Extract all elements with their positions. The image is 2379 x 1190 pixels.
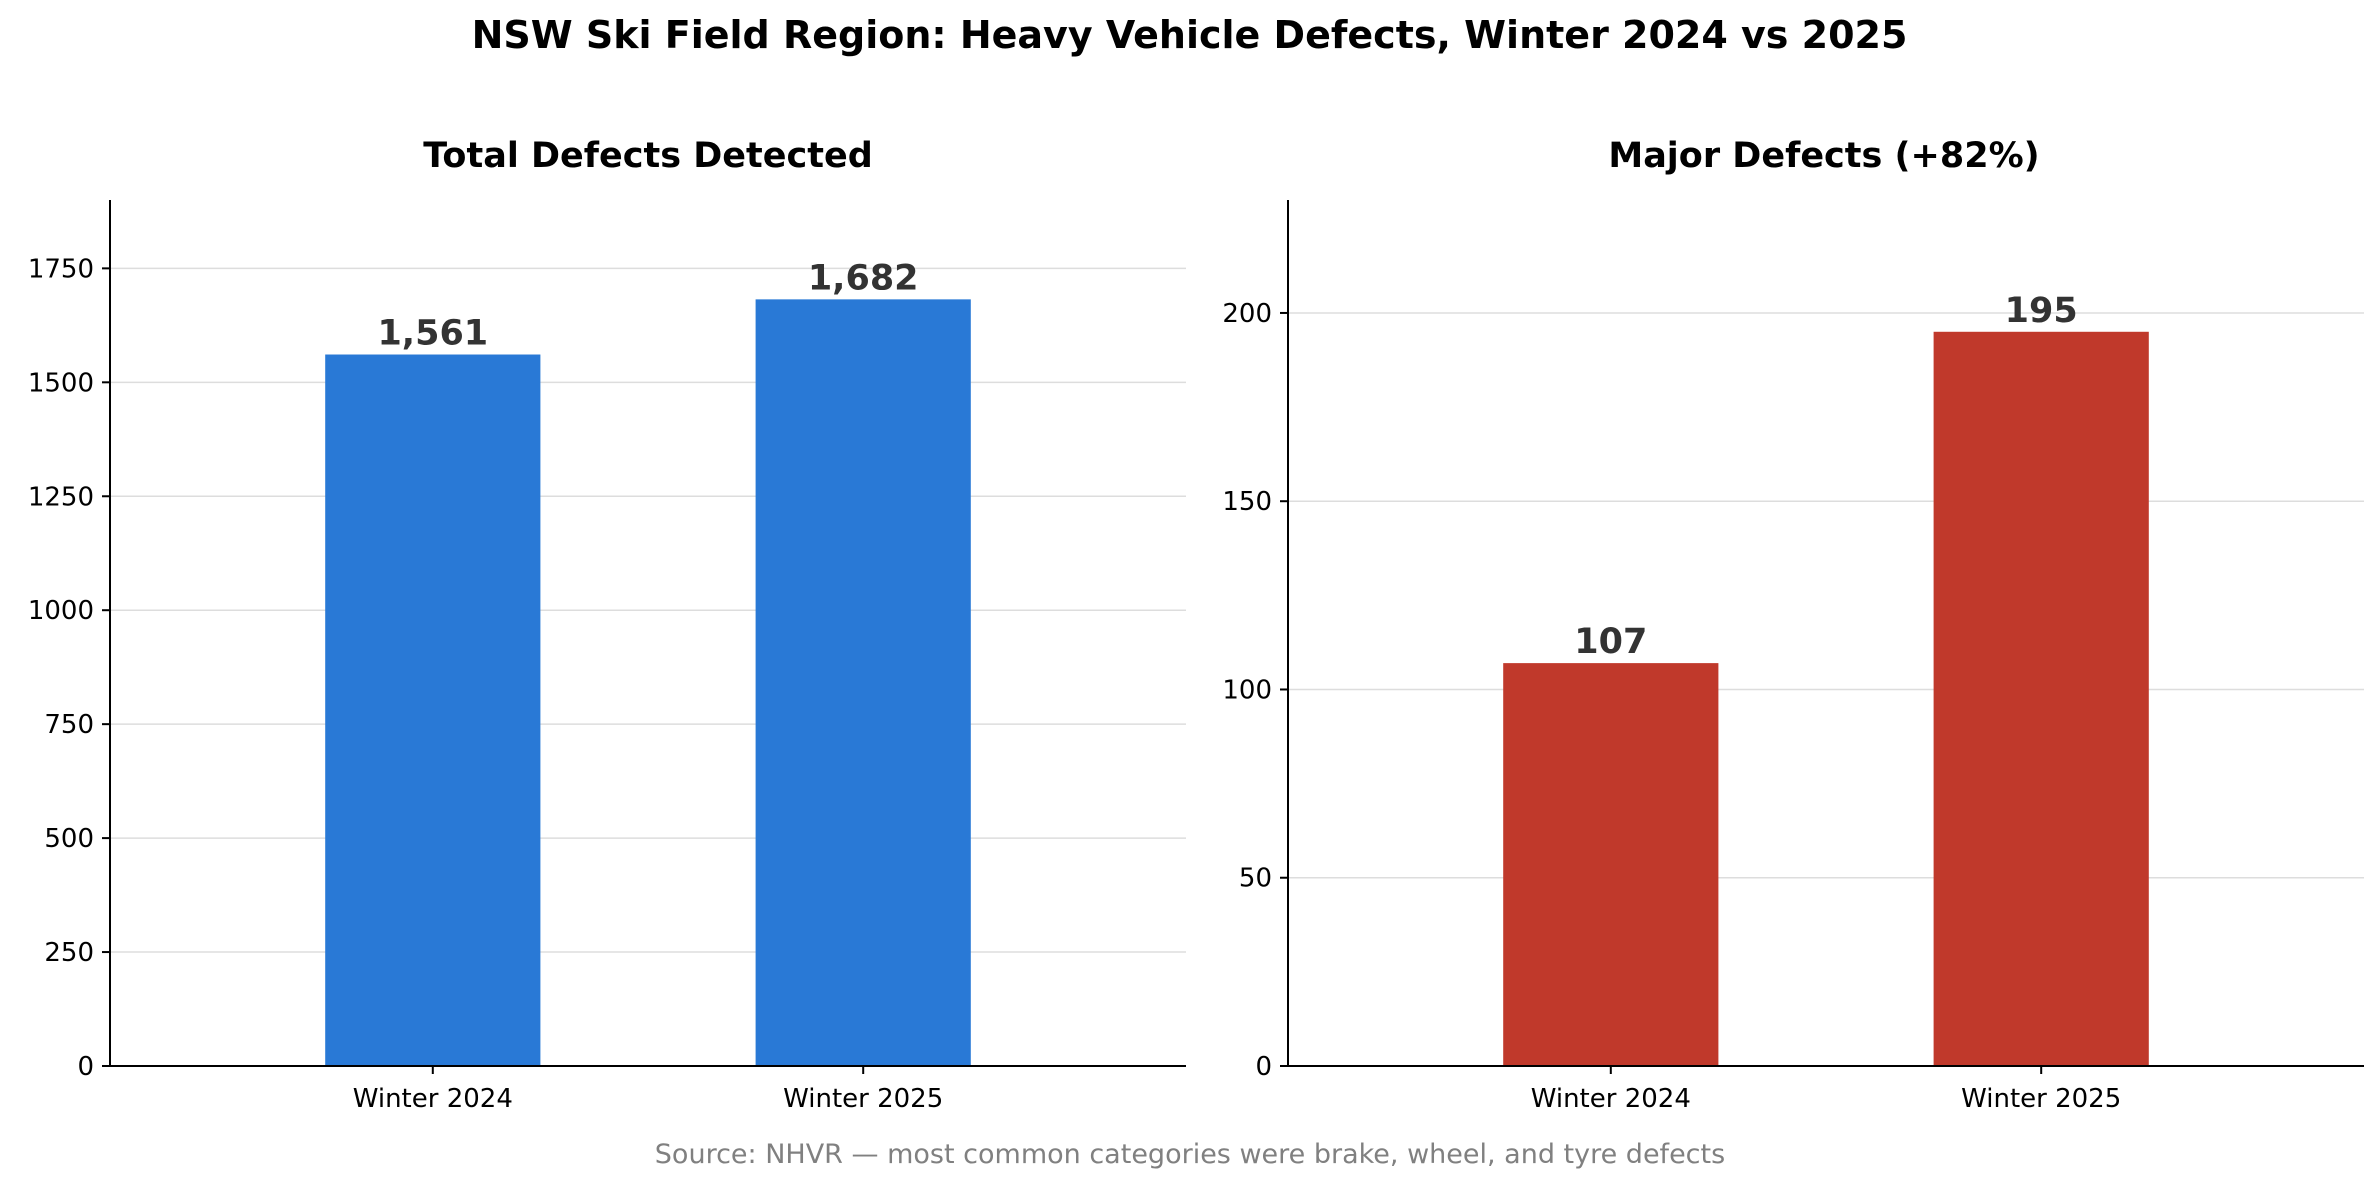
y-tick-label: 1750 <box>28 254 94 284</box>
bar-total-defects-2 <box>755 299 971 1067</box>
data-label: 195 <box>2005 291 2078 331</box>
y-tick-label: 50 <box>1239 864 1272 894</box>
figure-title: NSW Ski Field Region: Heavy Vehicle Defe… <box>472 13 1908 57</box>
chart-panel-major-defects: Major Defects (+82%) 0 50 100 150 200 107 Wint… <box>1222 136 2364 1114</box>
chart-title-major-defects: Major Defects (+82%) <box>1608 136 2039 176</box>
y-tick-label: 500 <box>44 824 94 854</box>
source-note: Source: NHVR — most common categories we… <box>655 1139 1725 1170</box>
y-tick-label: 250 <box>44 938 94 968</box>
x-tick-label: Winter 2024 <box>353 1084 513 1114</box>
y-tick-label: 150 <box>1222 487 1272 517</box>
y-tick-label: 0 <box>77 1052 94 1082</box>
x-tick-label: Winter 2025 <box>1961 1084 2121 1114</box>
y-tick-label: 1000 <box>28 596 94 626</box>
bar-total-defects-1 <box>325 354 541 1066</box>
chart-title-total-defects: Total Defects Detected <box>423 136 873 176</box>
x-tick-label: Winter 2025 <box>783 1084 943 1114</box>
y-tick-label: 200 <box>1222 299 1272 329</box>
data-label: 107 <box>1574 622 1647 662</box>
y-tick-label: 1250 <box>28 482 94 512</box>
bar-major-defects-1 <box>1503 663 1719 1066</box>
y-tick-label: 100 <box>1222 675 1272 705</box>
chart-panel-total-defects: Total Defects Detected 0 250 500 750 1000 125… <box>28 136 1186 1114</box>
data-label: 1,561 <box>377 314 488 354</box>
x-tick-label: Winter 2024 <box>1531 1084 1691 1114</box>
y-tick-label: 0 <box>1255 1052 1272 1082</box>
y-tick-label: 1500 <box>28 368 94 398</box>
y-tick-label: 750 <box>44 710 94 740</box>
data-label: 1,682 <box>808 258 919 298</box>
bar-major-defects-2 <box>1933 331 2149 1067</box>
